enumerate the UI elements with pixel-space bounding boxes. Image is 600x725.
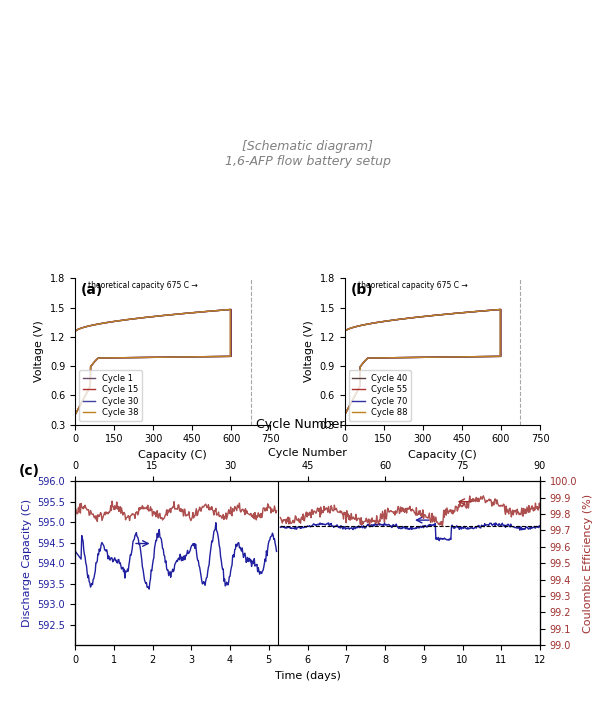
Text: (a): (a) <box>81 283 103 297</box>
Cycle 30 <box>71 328 79 336</box>
Text: (b): (b) <box>350 283 373 297</box>
Cycle 15 <box>71 328 79 336</box>
Cycle 30 <box>71 410 79 419</box>
Cycle 1 <box>228 305 235 314</box>
Cycle 40 <box>472 352 479 361</box>
Cycle 15 <box>202 352 209 361</box>
Line: Cycle 15: Cycle 15 <box>75 310 231 415</box>
Cycle 40 <box>416 353 424 362</box>
Cycle 30 <box>91 320 98 329</box>
Cycle 1 <box>91 320 98 329</box>
Line: Cycle 70: Cycle 70 <box>344 310 500 415</box>
Cycle 1 <box>71 328 79 336</box>
Cycle 70 <box>360 320 367 329</box>
Text: theoretical capacity 675 C →: theoretical capacity 675 C → <box>88 281 198 289</box>
Cycle 15 <box>146 353 154 362</box>
Text: (c): (c) <box>19 464 40 478</box>
Cycle 40 <box>341 328 348 336</box>
Cycle 88 <box>463 352 470 361</box>
Cycle 55 <box>384 353 391 362</box>
Cycle 88 <box>360 320 367 329</box>
Y-axis label: Voltage (V): Voltage (V) <box>304 320 314 382</box>
Cycle 30 <box>146 353 154 362</box>
Y-axis label: Coulombic Efficiency (%): Coulombic Efficiency (%) <box>583 494 593 633</box>
Cycle 1 <box>202 352 209 361</box>
Cycle 1 <box>146 353 154 362</box>
Text: Cycle Number: Cycle Number <box>256 418 344 431</box>
Cycle 15 <box>71 410 79 419</box>
Cycle 55 <box>454 352 461 361</box>
Cycle 40 <box>497 305 505 314</box>
Cycle 55 <box>416 353 424 362</box>
X-axis label: Time (days): Time (days) <box>275 671 340 681</box>
Cycle 70 <box>384 353 391 362</box>
Cycle 1 <box>185 352 192 361</box>
Line: Cycle 55: Cycle 55 <box>344 310 500 415</box>
Cycle 55 <box>497 305 504 314</box>
Text: theoretical capacity 675 C →: theoretical capacity 675 C → <box>358 281 467 289</box>
Cycle 88 <box>341 410 348 419</box>
Cycle 40 <box>454 352 461 361</box>
Cycle 30 <box>202 352 209 361</box>
Cycle 70 <box>416 353 423 362</box>
Cycle 70 <box>472 352 479 361</box>
Cycle 70 <box>341 410 348 419</box>
Cycle 40 <box>384 353 391 362</box>
Cycle 70 <box>497 305 504 314</box>
Cycle 30 <box>227 305 234 314</box>
Cycle 55 <box>472 352 479 361</box>
Cycle 38 <box>193 352 200 361</box>
Cycle 38 <box>227 305 234 314</box>
Cycle 38 <box>71 328 79 336</box>
Line: Cycle 30: Cycle 30 <box>75 310 230 415</box>
Cycle 70 <box>341 328 348 336</box>
Cycle 38 <box>91 320 98 329</box>
Line: Cycle 1: Cycle 1 <box>75 310 232 415</box>
Line: Cycle 38: Cycle 38 <box>75 310 230 415</box>
Cycle 88 <box>341 328 348 336</box>
Cycle 55 <box>360 320 367 329</box>
Cycle 38 <box>114 353 121 362</box>
Cycle 88 <box>497 305 504 314</box>
Cycle 70 <box>454 352 461 361</box>
Line: Cycle 40: Cycle 40 <box>344 310 501 415</box>
Cycle 55 <box>341 328 348 336</box>
Cycle 30 <box>114 353 121 362</box>
Cycle 15 <box>194 352 201 361</box>
Cycle 55 <box>463 352 470 361</box>
X-axis label: Cycle Number: Cycle Number <box>268 448 347 458</box>
Cycle 30 <box>193 352 200 361</box>
Cycle 40 <box>341 410 348 419</box>
Cycle 40 <box>464 352 471 361</box>
X-axis label: Capacity (C): Capacity (C) <box>408 450 476 460</box>
Cycle 30 <box>184 352 191 361</box>
Cycle 88 <box>416 353 423 362</box>
Cycle 55 <box>341 410 348 419</box>
Cycle 38 <box>202 352 209 361</box>
Cycle 15 <box>115 353 122 362</box>
Legend: Cycle 40, Cycle 55, Cycle 70, Cycle 88: Cycle 40, Cycle 55, Cycle 70, Cycle 88 <box>349 370 411 420</box>
Cycle 15 <box>91 320 98 329</box>
Cycle 38 <box>71 410 79 419</box>
Cycle 1 <box>194 352 201 361</box>
Cycle 1 <box>115 353 122 362</box>
Cycle 15 <box>184 352 191 361</box>
X-axis label: Capacity (C): Capacity (C) <box>139 450 207 460</box>
Cycle 88 <box>471 352 478 361</box>
Line: Cycle 88: Cycle 88 <box>344 310 500 415</box>
Cycle 40 <box>360 320 367 329</box>
Cycle 38 <box>184 352 191 361</box>
Cycle 1 <box>71 410 79 419</box>
Cycle 88 <box>384 353 391 362</box>
Text: [Schematic diagram]
1,6-AFP flow battery setup: [Schematic diagram] 1,6-AFP flow battery… <box>224 141 391 168</box>
Cycle 15 <box>227 305 235 314</box>
Y-axis label: Discharge Capacity (C): Discharge Capacity (C) <box>22 499 32 627</box>
Legend: Cycle 1, Cycle 15, Cycle 30, Cycle 38: Cycle 1, Cycle 15, Cycle 30, Cycle 38 <box>79 370 142 420</box>
Cycle 88 <box>454 352 461 361</box>
Cycle 70 <box>463 352 470 361</box>
Y-axis label: Voltage (V): Voltage (V) <box>34 320 44 382</box>
Cycle 38 <box>146 353 154 362</box>
